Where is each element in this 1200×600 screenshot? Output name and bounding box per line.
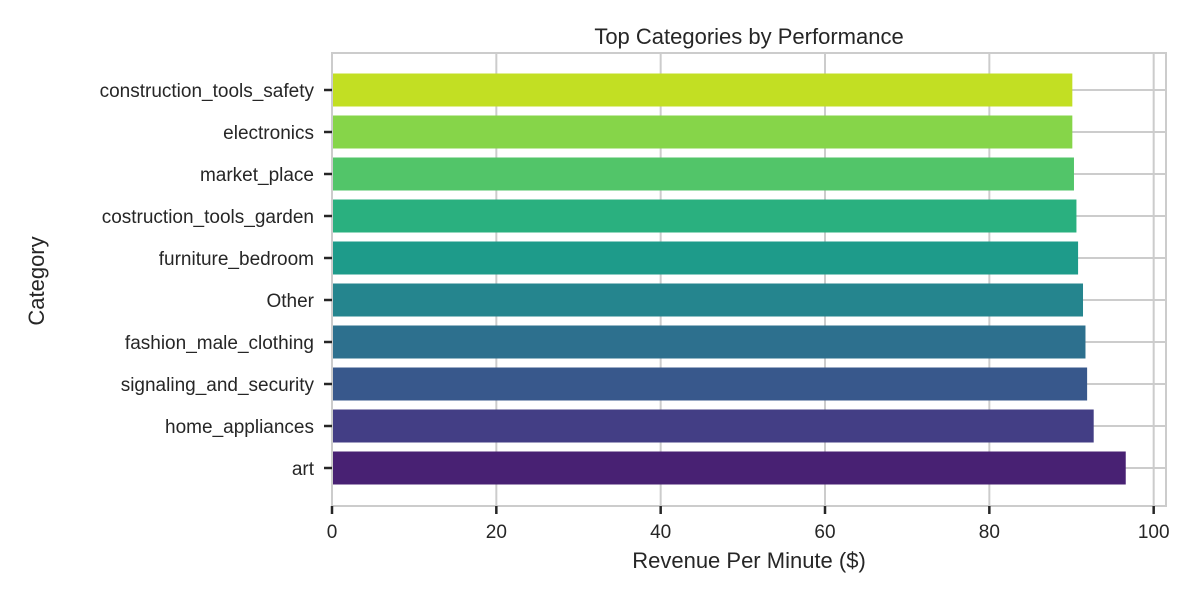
bar-signaling-and-security — [332, 367, 1088, 401]
y-tick-label: construction_tools_safety — [100, 81, 315, 102]
bar-other — [332, 283, 1084, 317]
chart-title: Top Categories by Performance — [594, 24, 903, 49]
plot-frame — [331, 52, 1167, 507]
y-tick-label: art — [292, 459, 315, 480]
x-tick-label: 100 — [1138, 522, 1170, 543]
y-tick-label: Other — [266, 291, 314, 312]
bar-art — [332, 451, 1126, 485]
y-tick-label: market_place — [200, 165, 314, 186]
bar-electronics — [332, 115, 1073, 149]
x-tick-label: 0 — [327, 522, 338, 543]
y-tick-label: furniture_bedroom — [159, 249, 314, 270]
x-tick-label: 40 — [650, 522, 671, 543]
bar-construction-tools-safety — [332, 73, 1073, 107]
bar-market-place — [332, 157, 1074, 191]
y-tick-label: signaling_and_security — [121, 375, 315, 396]
y-tick-label: fashion_male_clothing — [125, 333, 314, 354]
y-axis-label: Category — [24, 236, 49, 325]
y-tick-label: home_appliances — [165, 417, 314, 438]
x-axis-label: Revenue Per Minute ($) — [632, 548, 866, 573]
bar-costruction-tools-garden — [332, 199, 1077, 233]
bars-layer — [332, 73, 1126, 485]
bar-home-appliances — [332, 409, 1094, 443]
y-tick-label: electronics — [223, 123, 314, 144]
y-tick-label: costruction_tools_garden — [102, 207, 314, 228]
bar-fashion-male-clothing — [332, 325, 1086, 359]
x-tick-label: 60 — [814, 522, 835, 543]
x-tick-label: 80 — [979, 522, 1000, 543]
bar-furniture-bedroom — [332, 241, 1079, 275]
ticks-layer: 0 20 40 60 80 100 construction_tools_safetyele… — [100, 81, 1170, 543]
x-tick-label: 20 — [486, 522, 507, 543]
